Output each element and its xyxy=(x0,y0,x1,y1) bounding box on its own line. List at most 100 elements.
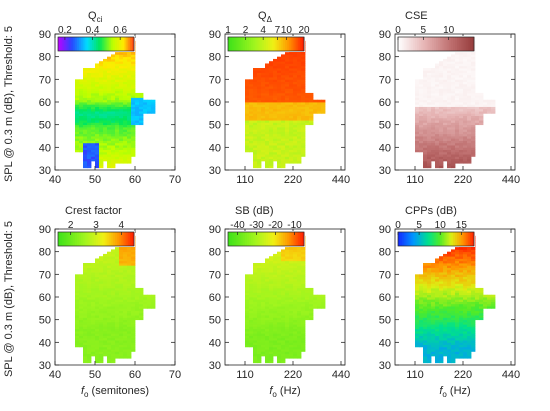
y-tick-label: 40 xyxy=(39,337,51,349)
heatmap-cell xyxy=(423,294,428,298)
heatmap-cell xyxy=(119,70,124,73)
heatmap-cell xyxy=(127,299,132,302)
colorbar-tick-label: 15 xyxy=(456,220,468,231)
heatmap-cell xyxy=(277,120,282,123)
heatmap-cell xyxy=(273,138,278,141)
heatmap-cell xyxy=(87,120,92,123)
heatmap-cell xyxy=(123,315,128,318)
heatmap-cell xyxy=(103,142,108,146)
heatmap-cell xyxy=(151,104,156,107)
heatmap-cell xyxy=(301,276,306,280)
heatmap-cell xyxy=(293,102,298,105)
heatmap-cell xyxy=(249,303,254,307)
colorbar-segment xyxy=(426,37,429,51)
heatmap-cell xyxy=(273,331,278,334)
heatmap-cell xyxy=(131,260,136,264)
heatmap-cell xyxy=(123,124,128,128)
heatmap-cell xyxy=(265,276,270,280)
heatmap-cell xyxy=(463,326,468,330)
colorbar-segment xyxy=(418,232,422,246)
heatmap-cell xyxy=(467,136,472,139)
heatmap-cell xyxy=(419,83,424,87)
heatmap-cell xyxy=(265,70,270,73)
heatmap-cell xyxy=(439,88,444,92)
heatmap-cell xyxy=(285,292,290,296)
heatmap-cell xyxy=(443,147,448,150)
heatmap-cell xyxy=(123,272,128,275)
heatmap-cell xyxy=(467,54,472,58)
heatmap-cell xyxy=(479,287,484,291)
heatmap-cell xyxy=(451,117,456,121)
heatmap-cell xyxy=(83,138,88,141)
heatmap-cell xyxy=(447,122,452,126)
heatmap-cell xyxy=(127,122,132,126)
colorbar-tick-label: -10 xyxy=(287,220,302,231)
heatmap-cell xyxy=(297,283,302,287)
heatmap-cell xyxy=(281,267,286,271)
heatmap-cell xyxy=(435,278,440,282)
heatmap-cell xyxy=(467,115,472,119)
heatmap-cell xyxy=(459,251,464,255)
heatmap-cell xyxy=(95,310,100,314)
heatmap-cell xyxy=(297,272,302,275)
heatmap-cell xyxy=(261,151,266,155)
heatmap-cell xyxy=(447,151,452,155)
heatmap-cell xyxy=(261,272,266,275)
colorbar-segment xyxy=(411,232,414,246)
heatmap-cell xyxy=(455,63,460,67)
heatmap-cell xyxy=(439,355,444,359)
heatmap-cell xyxy=(297,335,302,339)
y-tick-label: 60 xyxy=(209,97,221,109)
heatmap-cell xyxy=(277,353,282,357)
heatmap-cell xyxy=(265,83,270,87)
colorbar-segment xyxy=(63,37,66,51)
heatmap-cell xyxy=(281,337,286,341)
colorbar-segment xyxy=(266,37,269,51)
heatmap-cell xyxy=(439,70,444,73)
heatmap-cell xyxy=(273,353,278,357)
heatmap-cell xyxy=(79,117,84,121)
heatmap-cell xyxy=(123,74,128,78)
heatmap-cell xyxy=(419,294,424,298)
heatmap-cell xyxy=(257,72,262,76)
heatmap-cell xyxy=(131,331,136,334)
heatmap-cell xyxy=(471,104,476,107)
heatmap-cell xyxy=(289,265,294,268)
heatmap-cell xyxy=(459,283,464,287)
heatmap-cell xyxy=(281,115,286,119)
heatmap-cell xyxy=(455,131,460,135)
heatmap-cell xyxy=(281,102,286,105)
heatmap-cell xyxy=(265,81,270,85)
heatmap-cell xyxy=(249,342,254,345)
heatmap-cell xyxy=(253,129,258,132)
heatmap-cell xyxy=(115,81,120,85)
heatmap-cell xyxy=(419,328,424,332)
heatmap-cell xyxy=(99,106,104,110)
colorbar-segment xyxy=(300,232,303,246)
heatmap-cell xyxy=(91,92,96,96)
heatmap-cell xyxy=(253,147,258,150)
heatmap-cell xyxy=(451,63,456,67)
heatmap-cell xyxy=(439,72,444,76)
heatmap-cell xyxy=(285,126,290,130)
heatmap-cell xyxy=(151,102,156,105)
heatmap-cell xyxy=(87,97,92,101)
heatmap-cell xyxy=(83,283,88,287)
colorbar-segment xyxy=(449,232,452,246)
colorbar-segment xyxy=(298,232,301,246)
heatmap-cell xyxy=(99,165,104,169)
heatmap-cell xyxy=(281,324,286,327)
heatmap-cell xyxy=(83,317,88,321)
heatmap-cell xyxy=(83,331,88,334)
heatmap-cell xyxy=(293,335,298,339)
heatmap-cell xyxy=(151,301,156,305)
heatmap-cell xyxy=(83,297,88,300)
heatmap-cell xyxy=(107,95,112,98)
heatmap-cell xyxy=(111,303,116,307)
heatmap-cell xyxy=(455,97,460,101)
heatmap-cell xyxy=(87,115,92,119)
heatmap-cell xyxy=(253,297,258,300)
x-tick-label: 440 xyxy=(332,174,350,186)
heatmap-cell xyxy=(471,249,476,253)
heatmap-cell xyxy=(99,138,104,141)
